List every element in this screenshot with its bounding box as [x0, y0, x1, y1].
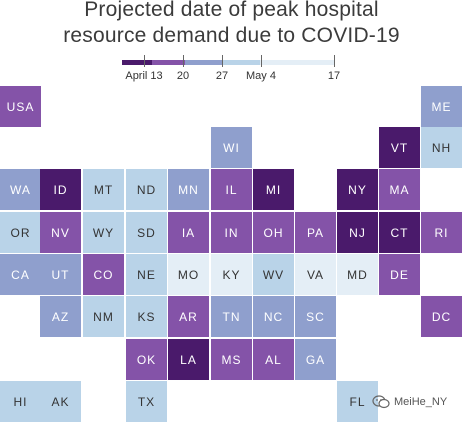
legend-label-apr20: 20	[176, 70, 190, 82]
legend-tick-may17	[334, 55, 335, 67]
state-tile-va: VA	[295, 254, 336, 295]
state-tile-nc: NC	[253, 296, 294, 337]
state-tile-mi: MI	[253, 169, 294, 210]
state-tile-ks: KS	[126, 296, 167, 337]
state-tile-md: MD	[337, 254, 378, 295]
state-tile-nv: NV	[40, 212, 81, 253]
state-tile-al: AL	[253, 339, 294, 380]
state-tile-nm: NM	[83, 296, 124, 337]
state-tile-id: ID	[40, 169, 81, 210]
state-tile-az: AZ	[40, 296, 81, 337]
state-tile-ar: AR	[168, 296, 209, 337]
legend-tick-apr13	[144, 55, 145, 67]
wechat-icon	[372, 395, 390, 409]
legend-swatch-1	[122, 60, 152, 65]
state-tile-ri: RI	[421, 212, 462, 253]
legend-swatch-2	[152, 60, 185, 65]
state-tile-ct: CT	[379, 212, 420, 253]
state-tile-ma: MA	[379, 169, 420, 210]
title-line-2: resource demand due to COVID-19	[63, 24, 400, 47]
state-tile-nh: NH	[421, 127, 462, 168]
state-tile-in: IN	[211, 212, 252, 253]
state-tile-tn: TN	[211, 296, 252, 337]
legend-label-apr27: 27	[215, 70, 229, 82]
legend-swatch-3	[185, 60, 223, 65]
state-tile-wv: WV	[253, 254, 294, 295]
state-tile-ne: NE	[126, 254, 167, 295]
state-tile-la: LA	[168, 339, 209, 380]
state-tile-co: CO	[83, 254, 124, 295]
state-tile-wa: WA	[0, 169, 41, 210]
state-tile-ga: GA	[295, 339, 336, 380]
state-tile-ca: CA	[0, 254, 41, 295]
state-tile-wi: WI	[211, 127, 252, 168]
state-tile-sc: SC	[295, 296, 336, 337]
state-tile-ms: MS	[211, 339, 252, 380]
title-line-1: Projected date of peak hospital	[84, 0, 379, 21]
legend-swatch-4	[223, 60, 260, 65]
state-tile-ny: NY	[337, 169, 378, 210]
state-tile-nj: NJ	[337, 212, 378, 253]
state-tile-ok: OK	[126, 339, 167, 380]
state-tile-or: OR	[0, 212, 41, 253]
state-tile-mo: MO	[168, 254, 209, 295]
legend-tick-may4	[261, 55, 262, 67]
legend-tick-apr27	[222, 55, 223, 67]
state-tile-hi: HI	[0, 381, 41, 422]
state-tile-usa: USA	[0, 86, 41, 127]
state-tile-vt: VT	[379, 127, 420, 168]
color-legend: April 13 20 27 May 4 17	[0, 52, 463, 92]
state-tile-tx: TX	[126, 381, 167, 422]
watermark-text: MeiHe_NY	[394, 396, 448, 408]
state-tile-mn: MN	[168, 169, 209, 210]
legend-label-may4: May 4	[246, 70, 276, 82]
state-tile-ut: UT	[40, 254, 81, 295]
legend-swatch-5	[260, 60, 335, 65]
state-tile-ak: AK	[40, 381, 81, 422]
state-tile-mt: MT	[83, 169, 124, 210]
legend-label-may17: 17	[327, 70, 341, 82]
legend-label-apr13: April 13	[125, 70, 163, 82]
state-tile-fl: FL	[337, 381, 378, 422]
state-tile-il: IL	[211, 169, 252, 210]
state-tile-sd: SD	[126, 212, 167, 253]
state-tile-ia: IA	[168, 212, 209, 253]
state-tile-pa: PA	[295, 212, 336, 253]
state-tile-nd: ND	[126, 169, 167, 210]
watermark: MeiHe_NY	[372, 395, 447, 409]
state-tile-dc: DC	[421, 296, 462, 337]
state-tile-ky: KY	[211, 254, 252, 295]
state-tile-me: ME	[421, 86, 462, 127]
state-tile-wy: WY	[83, 212, 124, 253]
state-tile-oh: OH	[253, 212, 294, 253]
legend-tick-apr20	[183, 55, 184, 67]
state-tile-de: DE	[379, 254, 420, 295]
